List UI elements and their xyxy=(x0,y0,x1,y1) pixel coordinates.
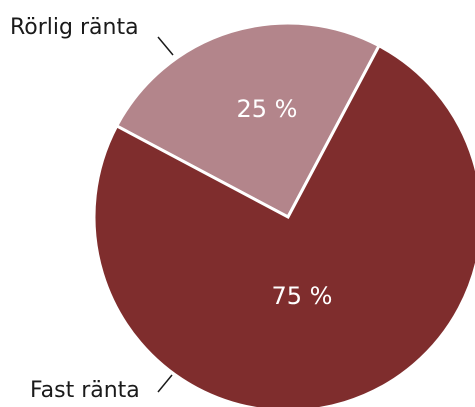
slice-name-label: Fast ränta xyxy=(30,378,140,403)
slice-value-label: 25 % xyxy=(237,95,298,123)
slice-name-label: Rörlig ränta xyxy=(10,15,139,40)
slice-value-label: 75 % xyxy=(272,282,333,310)
leader-line xyxy=(157,36,174,56)
leader-line xyxy=(157,374,173,393)
pie-slice-fast-ranta xyxy=(92,43,475,407)
